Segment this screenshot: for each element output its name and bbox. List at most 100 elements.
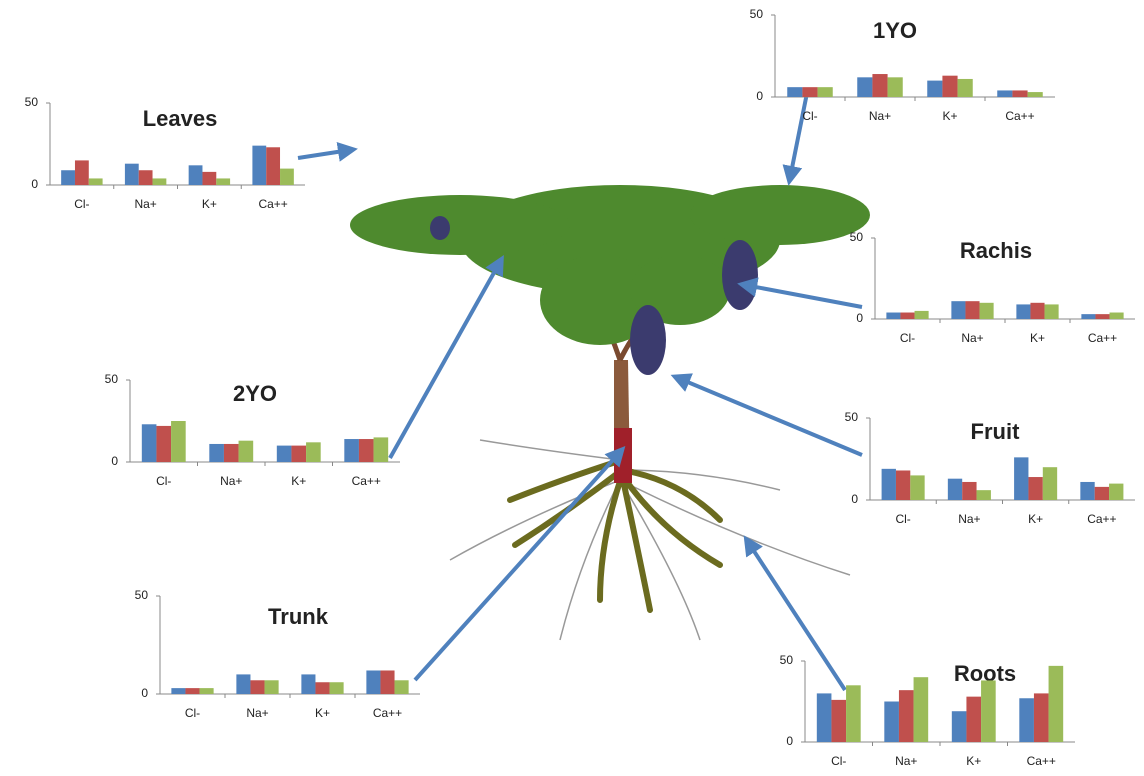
x-tick-label: K+ [315, 706, 330, 720]
bar [896, 470, 910, 500]
x-tick-label: Cl- [900, 331, 915, 345]
bar [817, 693, 832, 742]
x-tick-label: Na+ [134, 197, 156, 211]
bar [1019, 698, 1034, 742]
bar [224, 444, 239, 462]
bar [872, 74, 887, 97]
bar [1080, 482, 1094, 500]
bar [802, 87, 817, 97]
bar [277, 446, 292, 462]
bar [1014, 457, 1028, 500]
bar [330, 682, 344, 694]
bar [153, 178, 167, 185]
bar [980, 303, 994, 319]
bar [914, 677, 929, 742]
bar [966, 697, 981, 742]
bar [250, 680, 264, 694]
bar [280, 169, 294, 185]
bar [265, 680, 279, 694]
bar [185, 688, 199, 694]
bar [952, 711, 967, 742]
bar [171, 421, 186, 462]
bar [962, 482, 976, 500]
bar [1030, 303, 1044, 319]
x-tick-label: Na+ [895, 754, 917, 768]
bar [266, 147, 280, 185]
bar [915, 311, 929, 319]
bar [981, 680, 996, 742]
x-tick-label: Cl- [802, 109, 817, 123]
y-tick-label: 0 [786, 734, 793, 748]
bar [1043, 467, 1057, 500]
bar [965, 301, 979, 319]
x-tick-label: Cl- [895, 512, 910, 526]
bar [291, 446, 306, 462]
bar [202, 172, 216, 185]
bar [61, 170, 75, 185]
bar [1034, 693, 1049, 742]
bar [884, 702, 899, 743]
y-tick-label: 50 [845, 410, 859, 424]
bar [344, 439, 359, 462]
bar [948, 479, 962, 500]
bar [818, 87, 833, 97]
figure: Leaves050Cl-Na+K+Ca++1YO050Cl-Na+K+Ca++R… [0, 0, 1144, 771]
x-tick-label: Na+ [220, 474, 242, 488]
bar [306, 442, 321, 462]
bar [1045, 304, 1059, 319]
arrows [298, 88, 862, 690]
bar [89, 178, 103, 185]
x-tick-label: K+ [1028, 512, 1043, 526]
bar [125, 164, 139, 185]
x-tick-label: Ca++ [1087, 512, 1116, 526]
bar [156, 426, 171, 462]
bar [1016, 304, 1030, 319]
x-tick-label: Ca++ [373, 706, 402, 720]
bar [958, 79, 973, 97]
bar [951, 301, 965, 319]
x-tick-label: Ca++ [1027, 754, 1056, 768]
x-tick-label: Na+ [961, 331, 983, 345]
y-tick-label: 0 [111, 454, 118, 468]
x-tick-label: Na+ [869, 109, 891, 123]
bar [977, 490, 991, 500]
bar [846, 685, 861, 742]
bar [374, 437, 389, 462]
x-tick-label: K+ [1030, 331, 1045, 345]
x-tick-label: K+ [942, 109, 957, 123]
bar [1028, 477, 1042, 500]
bar [315, 682, 329, 694]
bar [899, 690, 914, 742]
page: Leaves050Cl-Na+K+Ca++1YO050Cl-Na+K+Ca++R… [0, 0, 1144, 776]
x-tick-label: K+ [291, 474, 306, 488]
y-tick-label: 50 [135, 588, 149, 602]
vine-illustration [350, 185, 870, 640]
y-tick-label: 50 [850, 230, 864, 244]
y-tick-label: 0 [856, 311, 863, 325]
y-tick-label: 50 [780, 653, 794, 667]
bar [395, 680, 409, 694]
bar [252, 146, 266, 185]
bar [239, 441, 254, 462]
chart-title: Fruit [971, 419, 1021, 444]
x-tick-label: Ca++ [1088, 331, 1117, 345]
bar [886, 313, 900, 319]
bar [1028, 92, 1043, 97]
x-tick-label: K+ [202, 197, 217, 211]
bar [75, 160, 89, 185]
y-tick-label: 0 [851, 492, 858, 506]
bar [380, 670, 394, 694]
bar [142, 424, 157, 462]
chart-title: Leaves [143, 106, 218, 131]
bar [1012, 90, 1027, 97]
y-tick-label: 0 [31, 177, 38, 191]
bar [359, 439, 374, 462]
bar [139, 170, 153, 185]
bar [910, 475, 924, 500]
bar [888, 77, 903, 97]
x-tick-label: Na+ [246, 706, 268, 720]
bar [216, 178, 230, 185]
bar [1109, 484, 1123, 500]
bar [1095, 314, 1109, 319]
bar [927, 81, 942, 97]
